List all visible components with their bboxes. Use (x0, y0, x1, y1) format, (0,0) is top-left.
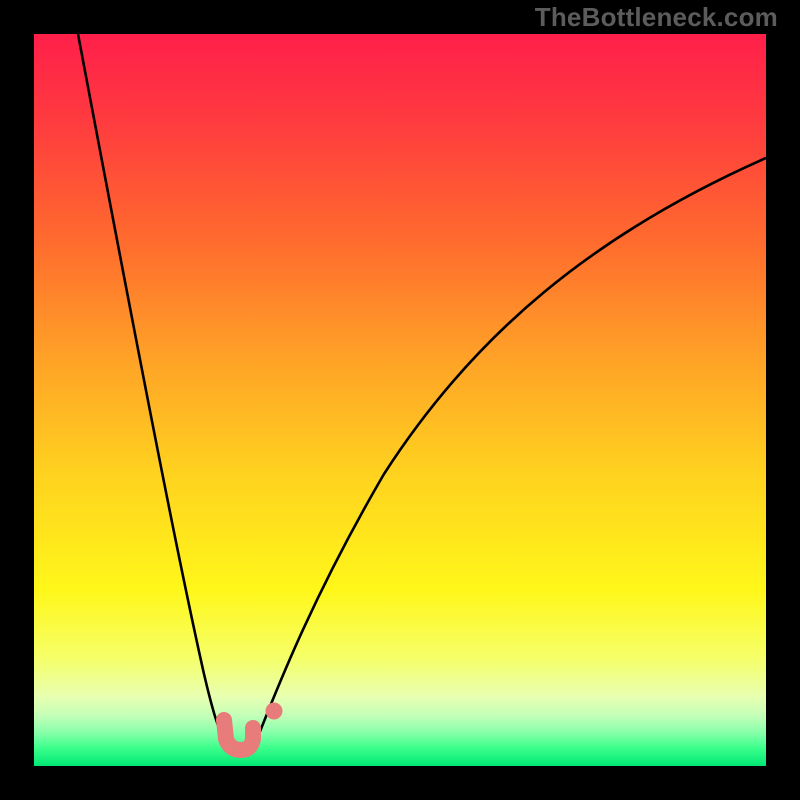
chart-outer-frame: TheBottleneck.com (0, 0, 800, 800)
watermark-label: TheBottleneck.com (535, 2, 778, 33)
left-curve (78, 34, 227, 746)
chart-svg (34, 34, 766, 766)
u-marker (224, 720, 253, 750)
right-curve (259, 158, 766, 734)
chart-canvas (34, 34, 766, 766)
dot-marker (266, 703, 283, 720)
